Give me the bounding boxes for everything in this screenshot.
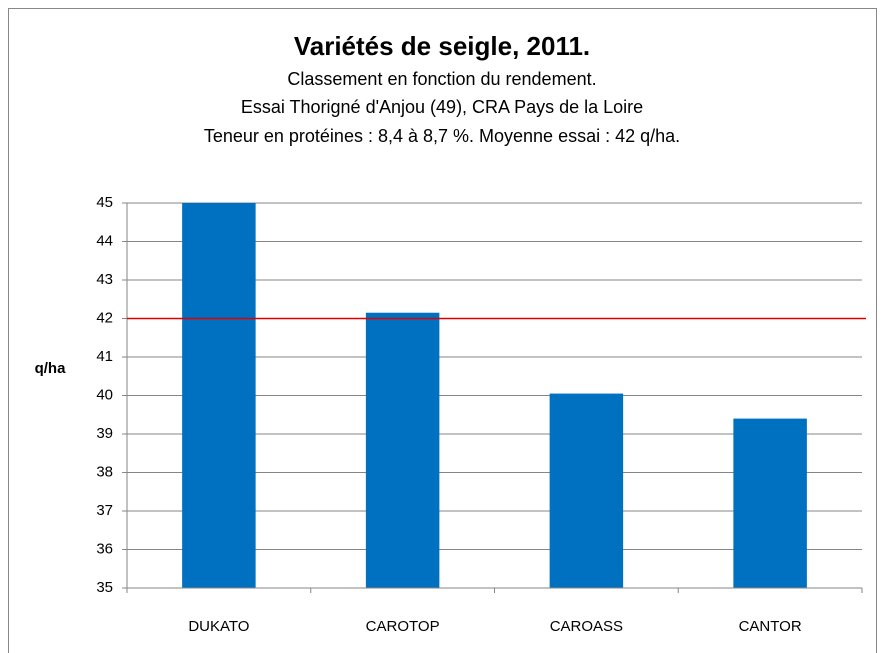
y-tick-label: 43 xyxy=(96,271,113,288)
x-tick-label: CANTOR xyxy=(739,618,802,635)
chart-subtitle: Teneur en protéines : 8,4 à 8,7 %. Moyen… xyxy=(204,126,680,146)
chart-border xyxy=(8,8,877,653)
x-tick-label: DUKATO xyxy=(188,618,249,635)
y-axis-label: q/ha xyxy=(35,360,66,377)
y-tick-label: 38 xyxy=(96,463,113,480)
bar xyxy=(182,203,256,588)
y-tick-label: 39 xyxy=(96,425,113,442)
x-tick-label: CAROASS xyxy=(550,618,623,635)
chart-subtitle: Essai Thorigné d'Anjou (49), CRA Pays de… xyxy=(241,97,643,117)
y-tick-label: 35 xyxy=(96,579,113,596)
y-tick-label: 44 xyxy=(96,232,113,249)
y-tick-label: 36 xyxy=(96,540,113,557)
bar xyxy=(733,418,807,588)
bar xyxy=(365,312,440,588)
y-tick-label: 41 xyxy=(96,348,113,365)
bar xyxy=(549,393,624,588)
y-tick-label: 45 xyxy=(96,194,113,211)
chart-title: Variétés de seigle, 2011. xyxy=(294,31,590,61)
x-tick-label: CAROTOP xyxy=(366,618,440,635)
chart-subtitle: Classement en fonction du rendement. xyxy=(287,69,596,89)
y-tick-label: 42 xyxy=(96,309,113,326)
y-tick-label: 37 xyxy=(96,502,113,519)
y-tick-label: 40 xyxy=(96,386,113,403)
